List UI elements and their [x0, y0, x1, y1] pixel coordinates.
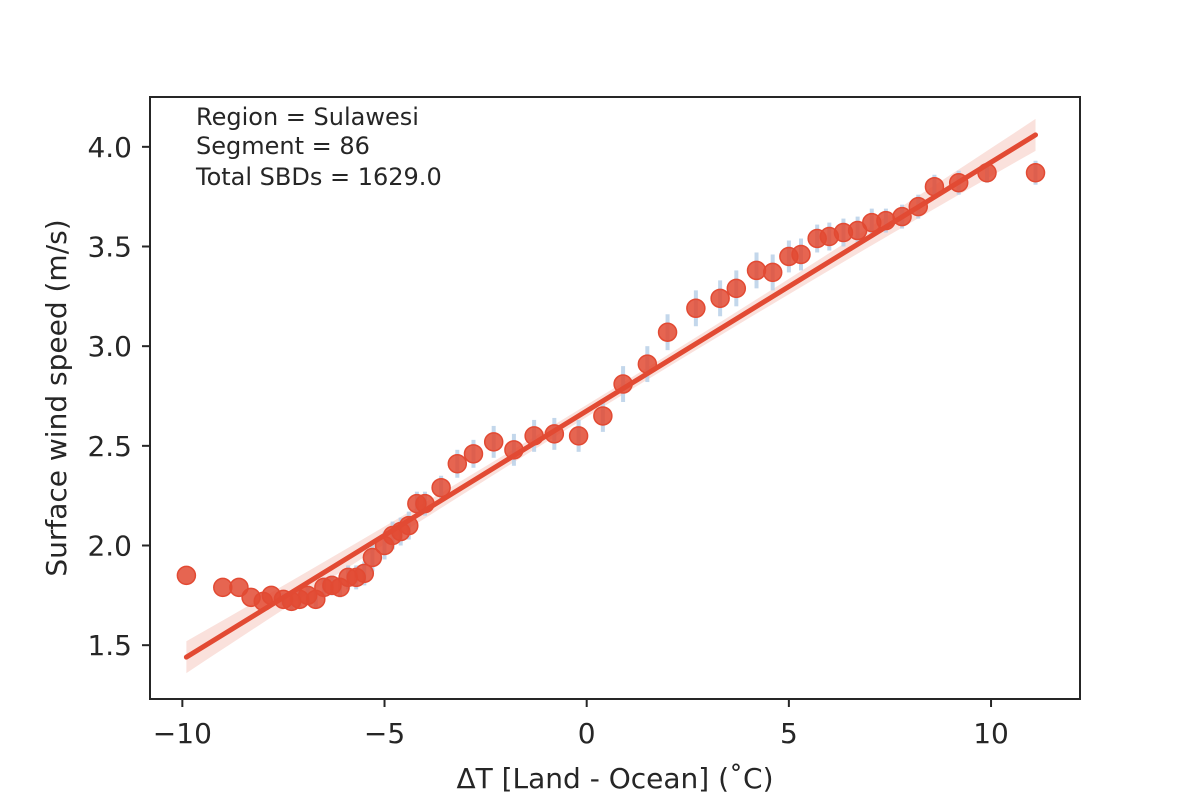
- axes-layer: [149, 96, 1081, 700]
- data-point: [593, 406, 613, 426]
- data-point: [1025, 162, 1046, 183]
- data-point: [447, 454, 468, 474]
- y-axis-label: Surface wind speed (m/s): [40, 219, 73, 576]
- data-point: [176, 565, 197, 586]
- axes-frame: [149, 96, 1081, 700]
- x-tick-label: −5: [364, 717, 405, 750]
- y-tick-label: 4.0: [87, 131, 132, 164]
- y-tick-label: 1.5: [87, 629, 132, 662]
- data-point: [791, 244, 811, 265]
- regression-line: [183, 132, 1039, 660]
- tick-layer: −10 −5 0 5 10 1.5 2.0 2.5 3.0 3.5 4.0: [87, 131, 1008, 750]
- data-point: [568, 426, 589, 446]
- data-point: [431, 477, 451, 498]
- data-point: [362, 547, 383, 568]
- data-point: [746, 260, 767, 281]
- data-point: [686, 298, 706, 319]
- annotation-region: Region = Sulawesi: [196, 103, 419, 131]
- y-tick-label: 2.5: [87, 430, 132, 463]
- annotation-total-sbds: Total SBDs = 1629.0: [195, 163, 442, 191]
- x-tick-label: 5: [780, 717, 798, 750]
- data-point: [483, 432, 504, 452]
- data-point: [463, 444, 484, 464]
- data-point: [726, 278, 747, 299]
- x-tick-label: −10: [153, 717, 212, 750]
- data-point: [354, 563, 375, 584]
- data-point: [213, 577, 233, 598]
- data-point: [710, 288, 730, 309]
- x-tick-label: 0: [578, 717, 596, 750]
- x-tick-label: 10: [973, 717, 1009, 750]
- data-point: [762, 262, 783, 283]
- regression-layer: [183, 132, 1039, 660]
- x-axis-label: ΔT [Land - Ocean] (˚C): [456, 762, 773, 795]
- y-tick-label: 3.0: [87, 330, 132, 363]
- y-tick-label: 2.0: [87, 530, 132, 563]
- annotation-segment: Segment = 86: [196, 132, 370, 160]
- y-tick-label: 3.5: [87, 231, 132, 264]
- data-point: [657, 322, 678, 342]
